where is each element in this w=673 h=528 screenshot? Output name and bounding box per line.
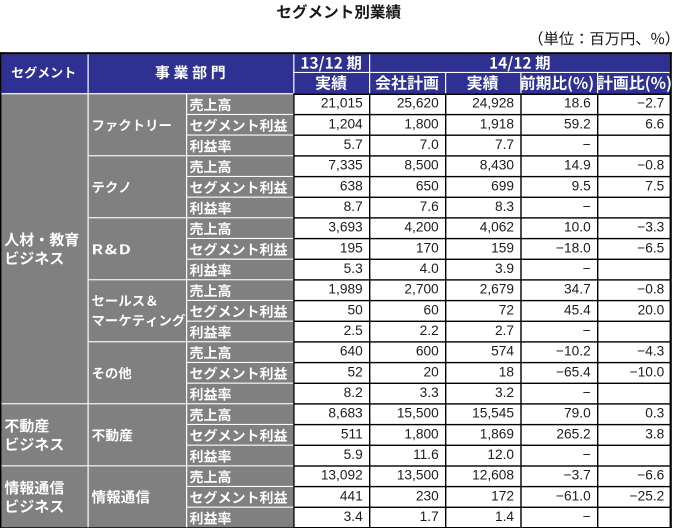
svg-text:24,928: 24,928 bbox=[472, 96, 514, 111]
svg-text:0.3: 0.3 bbox=[645, 406, 664, 421]
svg-text:25,620: 25,620 bbox=[397, 96, 439, 111]
svg-text:8.7: 8.7 bbox=[344, 199, 363, 214]
svg-text:699: 699 bbox=[491, 178, 514, 193]
svg-text:172: 172 bbox=[491, 488, 514, 503]
svg-text:7.5: 7.5 bbox=[645, 178, 664, 193]
svg-text:600: 600 bbox=[416, 344, 439, 359]
svg-text:−3.7: −3.7 bbox=[564, 468, 591, 483]
svg-text:50: 50 bbox=[347, 302, 363, 317]
svg-text:15,500: 15,500 bbox=[397, 406, 439, 421]
svg-text:10.0: 10.0 bbox=[564, 220, 591, 235]
svg-text:230: 230 bbox=[416, 488, 439, 503]
svg-text:1,204: 1,204 bbox=[328, 116, 363, 131]
svg-text:−0.8: −0.8 bbox=[637, 282, 664, 297]
svg-text:5.9: 5.9 bbox=[344, 447, 363, 462]
svg-text:−: − bbox=[583, 509, 591, 524]
svg-text:265.2: 265.2 bbox=[556, 426, 590, 441]
svg-text:4,062: 4,062 bbox=[480, 220, 514, 235]
svg-text:1,800: 1,800 bbox=[404, 116, 439, 131]
svg-text:3.9: 3.9 bbox=[495, 261, 514, 276]
svg-text:159: 159 bbox=[491, 240, 514, 255]
svg-text:45.4: 45.4 bbox=[564, 302, 591, 317]
svg-text:−6.5: −6.5 bbox=[637, 240, 664, 255]
svg-text:2.2: 2.2 bbox=[420, 323, 439, 338]
svg-text:20.0: 20.0 bbox=[638, 302, 665, 317]
svg-text:3.8: 3.8 bbox=[645, 426, 664, 441]
svg-text:574: 574 bbox=[491, 344, 514, 359]
svg-text:1.7: 1.7 bbox=[420, 509, 439, 524]
svg-text:9.5: 9.5 bbox=[572, 178, 591, 193]
svg-text:8.3: 8.3 bbox=[495, 199, 514, 214]
svg-text:6.6: 6.6 bbox=[645, 116, 664, 131]
svg-text:18: 18 bbox=[499, 364, 515, 379]
svg-text:8,683: 8,683 bbox=[328, 406, 363, 421]
svg-text:1,869: 1,869 bbox=[480, 426, 514, 441]
svg-text:−25.2: −25.2 bbox=[630, 488, 665, 503]
svg-text:7.0: 7.0 bbox=[420, 137, 439, 152]
svg-text:−: − bbox=[583, 199, 591, 214]
svg-text:−: − bbox=[583, 385, 591, 400]
svg-text:8,500: 8,500 bbox=[404, 158, 439, 173]
svg-text:638: 638 bbox=[340, 178, 363, 193]
svg-text:4,200: 4,200 bbox=[404, 220, 439, 235]
svg-text:3,693: 3,693 bbox=[328, 220, 363, 235]
svg-text:7,335: 7,335 bbox=[328, 158, 363, 173]
svg-text:13,500: 13,500 bbox=[397, 468, 439, 483]
svg-text:79.0: 79.0 bbox=[564, 406, 591, 421]
svg-text:−65.4: −65.4 bbox=[556, 364, 591, 379]
svg-text:2,700: 2,700 bbox=[404, 282, 439, 297]
svg-text:8.2: 8.2 bbox=[344, 385, 363, 400]
svg-text:−3.3: −3.3 bbox=[637, 220, 664, 235]
svg-text:−4.3: −4.3 bbox=[637, 344, 664, 359]
svg-text:511: 511 bbox=[341, 426, 363, 441]
svg-text:12.0: 12.0 bbox=[487, 447, 514, 462]
svg-text:640: 640 bbox=[340, 344, 363, 359]
svg-text:4.0: 4.0 bbox=[420, 261, 439, 276]
svg-text:195: 195 bbox=[340, 240, 363, 255]
svg-text:170: 170 bbox=[416, 240, 439, 255]
svg-text:2,679: 2,679 bbox=[480, 282, 514, 297]
svg-text:1,918: 1,918 bbox=[480, 116, 515, 131]
svg-text:441: 441 bbox=[340, 488, 363, 503]
svg-text:−: − bbox=[583, 137, 591, 152]
svg-text:18.6: 18.6 bbox=[564, 96, 591, 111]
svg-text:72: 72 bbox=[499, 302, 514, 317]
svg-text:7.7: 7.7 bbox=[495, 137, 514, 152]
svg-text:5.7: 5.7 bbox=[344, 137, 363, 152]
svg-text:3.3: 3.3 bbox=[420, 385, 439, 400]
svg-text:−: − bbox=[583, 447, 591, 462]
svg-text:1,989: 1,989 bbox=[328, 282, 362, 297]
svg-text:5.3: 5.3 bbox=[344, 261, 363, 276]
svg-text:1,800: 1,800 bbox=[404, 426, 439, 441]
svg-text:−61.0: −61.0 bbox=[556, 488, 591, 503]
svg-text:15,545: 15,545 bbox=[472, 406, 514, 421]
svg-text:2.5: 2.5 bbox=[344, 323, 363, 338]
svg-text:3.4: 3.4 bbox=[344, 509, 363, 524]
svg-text:34.7: 34.7 bbox=[564, 282, 591, 297]
svg-text:59.2: 59.2 bbox=[564, 116, 591, 131]
svg-text:−6.6: −6.6 bbox=[637, 468, 664, 483]
svg-text:7.6: 7.6 bbox=[420, 199, 439, 214]
svg-text:8,430: 8,430 bbox=[480, 158, 515, 173]
svg-text:52: 52 bbox=[347, 364, 362, 379]
svg-text:21,015: 21,015 bbox=[321, 96, 363, 111]
svg-text:−18.0: −18.0 bbox=[556, 240, 591, 255]
svg-text:20: 20 bbox=[423, 364, 439, 379]
svg-text:1.4: 1.4 bbox=[495, 509, 514, 524]
svg-text:12,608: 12,608 bbox=[472, 468, 514, 483]
svg-text:650: 650 bbox=[416, 178, 439, 193]
svg-text:60: 60 bbox=[423, 302, 439, 317]
svg-text:−: − bbox=[583, 261, 591, 276]
svg-text:13,092: 13,092 bbox=[321, 468, 363, 483]
svg-text:−: − bbox=[583, 323, 591, 338]
svg-text:11.6: 11.6 bbox=[413, 447, 439, 462]
svg-text:−2.7: −2.7 bbox=[637, 96, 664, 111]
svg-text:−0.8: −0.8 bbox=[637, 158, 664, 173]
svg-text:3.2: 3.2 bbox=[495, 385, 514, 400]
svg-text:14.9: 14.9 bbox=[564, 158, 591, 173]
svg-text:−10.0: −10.0 bbox=[630, 364, 665, 379]
svg-text:−10.2: −10.2 bbox=[556, 344, 591, 359]
svg-text:2.7: 2.7 bbox=[495, 323, 514, 338]
